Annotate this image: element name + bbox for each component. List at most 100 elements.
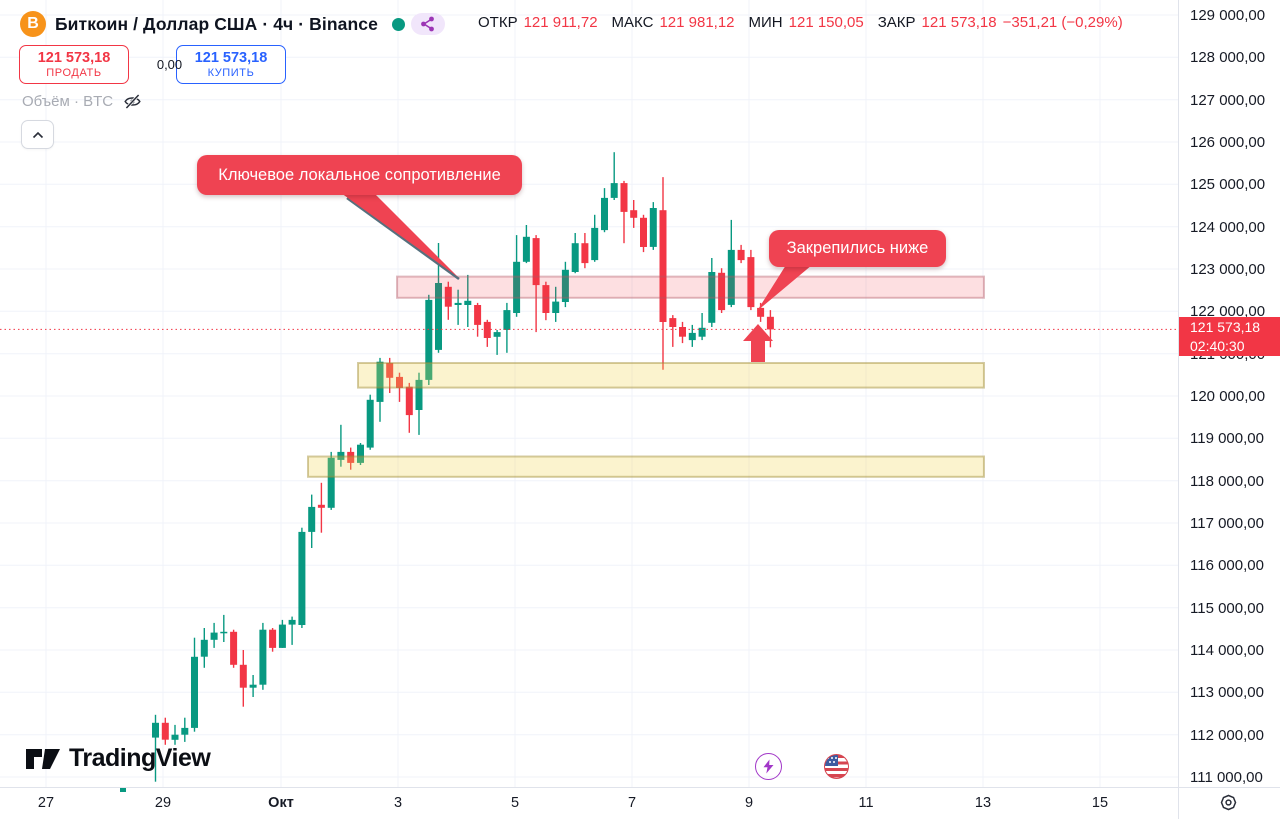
price-tick-label: 113 000,00	[1190, 684, 1264, 701]
candle-body	[425, 299, 433, 380]
price-tick-label: 111 000,00	[1190, 769, 1263, 786]
change-value: −351,21 (−0,29%)	[1002, 14, 1123, 31]
candle-body	[249, 684, 257, 688]
candle-body	[669, 318, 677, 327]
candle-body	[698, 327, 706, 337]
time-tick-label: 9	[744, 795, 754, 811]
candle-body	[493, 332, 501, 337]
price-tick-label: 116 000,00	[1190, 557, 1264, 574]
share-button[interactable]	[410, 13, 445, 35]
bitcoin-icon: B	[20, 11, 46, 37]
candle-body	[191, 656, 198, 728]
candle-body	[571, 243, 579, 272]
candle-body	[503, 310, 511, 330]
candle-body	[435, 283, 442, 350]
candle-body	[483, 321, 491, 338]
volume-study-row: Объём · BTC	[22, 92, 142, 111]
time-tick-label: 29	[154, 795, 172, 811]
candle-body	[327, 457, 335, 508]
candle-body	[386, 363, 394, 378]
candle-body	[747, 257, 755, 308]
candle-body	[357, 444, 364, 463]
price-tick-label: 122 000,00	[1190, 303, 1266, 320]
tradingview-logo[interactable]: TradingView	[25, 744, 211, 773]
callout-tail	[341, 193, 458, 277]
candle-body	[181, 727, 189, 735]
sell-price: 121 573,18	[37, 49, 111, 66]
price-tick-label: 115 000,00	[1190, 600, 1264, 617]
low-value: 121 150,05	[788, 14, 864, 31]
price-axis[interactable]: 121 573,18 02:40:30 129 000,00 128 000,00…	[1178, 0, 1280, 787]
price-tick-label: 128 000,00	[1190, 49, 1266, 66]
candle-body	[239, 664, 247, 688]
candle-body	[454, 302, 462, 305]
candle-body	[542, 285, 550, 313]
buy-button[interactable]: 121 573,18 КУПИТЬ	[176, 45, 286, 84]
candle-body	[620, 183, 628, 212]
support-zone-2[interactable]	[307, 455, 985, 478]
spread-value: 0,00	[156, 57, 183, 72]
axis-separator	[1178, 788, 1179, 819]
candle-body	[581, 243, 589, 264]
candle-body	[532, 238, 540, 286]
market-status-dot	[391, 17, 405, 31]
collapse-pane-button[interactable]	[21, 120, 54, 149]
open-value: 121 911,72	[523, 14, 598, 31]
candle-body	[405, 386, 413, 416]
candle-body	[152, 722, 159, 738]
candle-body	[161, 722, 169, 740]
gear-icon[interactable]	[1220, 794, 1237, 811]
candle-body	[210, 632, 218, 640]
candle-body	[444, 286, 452, 307]
time-tick-label: 15	[1091, 795, 1109, 811]
chart-pane[interactable]	[0, 0, 1178, 787]
price-tick-label: 119 000,00	[1190, 430, 1264, 447]
time-tick-label: 27	[37, 795, 55, 811]
sell-label: ПРОДАТЬ	[46, 66, 102, 79]
candle-body	[679, 327, 686, 337]
candle-body	[464, 300, 472, 305]
candle-body	[630, 210, 638, 218]
time-tick-label: 11	[858, 795, 874, 811]
sell-button[interactable]: 121 573,18 ПРОДАТЬ	[19, 45, 129, 84]
chevron-up-icon	[32, 131, 43, 138]
lightning-icon[interactable]	[755, 753, 782, 780]
bar-countdown: 02:40:30	[1190, 338, 1245, 354]
candle-body	[220, 631, 228, 634]
share-network-icon	[421, 16, 434, 32]
candle-body	[640, 217, 647, 247]
candle-body	[278, 624, 286, 648]
candle-body	[737, 249, 745, 261]
support-zone-1[interactable]	[357, 362, 985, 389]
annotation-callout[interactable]: Закрепились ниже	[769, 230, 946, 267]
resistance-zone[interactable]	[396, 275, 985, 299]
time-axis[interactable]: 27 29 Окт 3 5 7 9 11 13 15	[0, 787, 1280, 819]
candle-body	[474, 305, 482, 325]
tradingview-logo-icon	[26, 748, 60, 769]
annotation-callout[interactable]: Ключевое локальное сопротивление	[197, 155, 522, 195]
candle-body	[415, 379, 423, 410]
candle-body	[366, 399, 374, 448]
candle-body	[269, 629, 277, 648]
candle-body	[522, 236, 530, 262]
time-tick-label: 7	[627, 795, 637, 811]
high-value: 121 981,12	[659, 14, 735, 31]
candle-body	[610, 183, 618, 198]
eye-off-icon[interactable]	[123, 92, 142, 111]
us-flag-icon[interactable]	[824, 754, 849, 779]
candle-body	[688, 332, 696, 341]
candle-body	[298, 531, 306, 625]
price-tick-label: 117 000,00	[1190, 515, 1264, 532]
candle-body	[347, 451, 355, 463]
candle-body	[396, 376, 403, 388]
candle-body	[649, 208, 657, 247]
price-tick-label: 129 000,00	[1190, 7, 1266, 24]
volume-label[interactable]: Объём · BTC	[22, 93, 114, 110]
close-label: ЗАКР	[877, 14, 916, 31]
symbol-title[interactable]: Биткоин / Доллар США · 4ч · Binance	[55, 13, 378, 34]
open-label: ОТКР	[478, 14, 518, 31]
arrow-up-marker[interactable]	[743, 324, 773, 362]
candle-body	[513, 261, 521, 313]
candle-body	[288, 619, 296, 625]
